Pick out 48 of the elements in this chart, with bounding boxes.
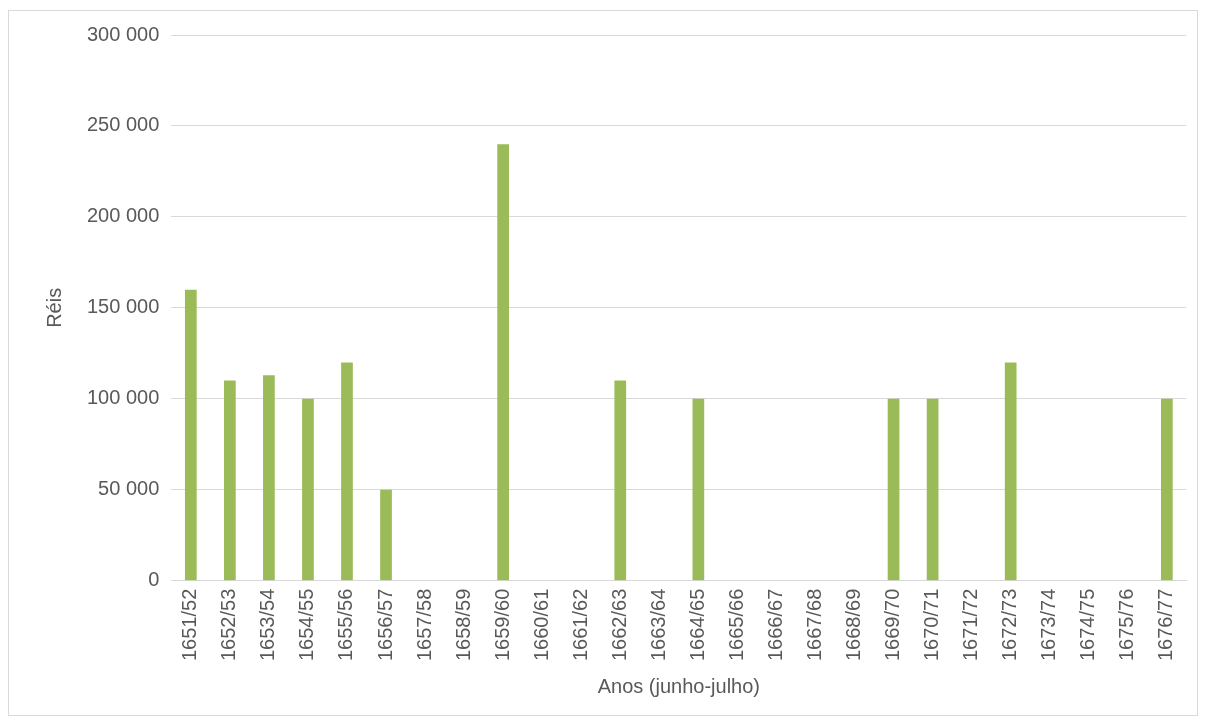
x-tick-label: 1671/72 [959,588,982,661]
bar [887,398,900,581]
bar [692,398,705,581]
y-tick-label: 50 000 [98,477,160,500]
x-tick-label: 1652/53 [217,588,240,661]
x-tick-label: 1667/68 [802,588,825,661]
x-tick-label: 1660/61 [529,588,552,661]
x-tick-label: 1655/56 [334,588,357,661]
bar [184,289,197,581]
y-tick-label: 250 000 [87,113,160,136]
bar [1160,398,1173,581]
x-tick-label: 1661/62 [568,588,591,661]
bar [224,380,236,581]
x-tick-label: 1673/74 [1037,588,1060,661]
x-tick-label: 1674/75 [1076,588,1099,661]
x-tick-label: 1668/69 [842,588,865,661]
y-tick-label: 150 000 [87,295,160,318]
bar [497,144,509,581]
x-tick-label: 1653/54 [256,588,279,661]
y-tick-label: 100 000 [87,386,160,409]
x-axis-title: Anos (junho-julho) [597,674,760,697]
x-tick-label: 1651/52 [178,588,201,661]
x-tick-label: 1663/64 [646,588,669,661]
bar [302,398,314,581]
x-tick-label: 1654/55 [295,588,318,661]
x-tick-label: 1656/57 [373,588,396,661]
x-tick-label: 1665/66 [724,588,747,661]
x-tick-label: 1659/60 [490,588,513,661]
y-tick-label: 0 [148,568,160,591]
bar [614,380,627,581]
bar [341,362,353,581]
bar [926,398,939,581]
bar [380,489,392,581]
x-tick-label: 1662/63 [607,588,630,661]
x-tick-label: 1672/73 [998,588,1021,661]
y-tick-label: 300 000 [87,22,160,45]
x-tick-label: 1666/67 [763,588,786,661]
x-tick-label: 1675/76 [1115,588,1138,661]
x-tick-label: 1658/59 [451,588,474,661]
bar [263,375,275,581]
y-axis-title: Réis [42,287,65,328]
x-tick-label: 1657/58 [412,588,435,661]
x-tick-label: 1664/65 [685,588,708,661]
bar [1004,362,1017,581]
x-tick-label: 1676/77 [1154,588,1177,661]
x-tick-label: 1670/71 [920,588,943,661]
x-tick-label: 1669/70 [881,588,904,661]
y-tick-label: 200 000 [87,204,160,227]
